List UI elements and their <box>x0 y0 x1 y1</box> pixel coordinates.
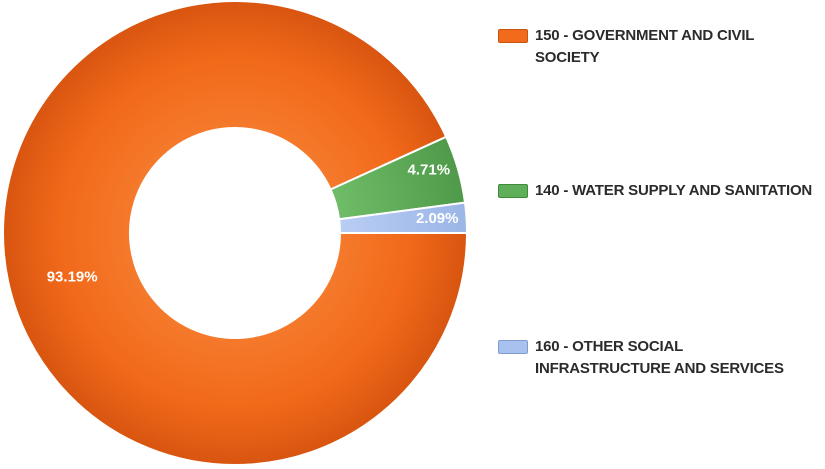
data-label-government: 93.19% <box>47 268 98 285</box>
legend-label-government: 150 - GOVERNMENT AND CIVIL SOCIETY <box>535 27 755 66</box>
legend-swatch-government <box>498 29 528 43</box>
legend-swatch-water <box>498 184 528 198</box>
legend-label-water: 140 - WATER SUPPLY AND SANITATION <box>535 182 813 199</box>
data-label-water: 4.71% <box>408 162 451 179</box>
legend-label-other-social: 160 - OTHER SOCIAL INFRASTRUCTURE AND SE… <box>535 338 784 377</box>
donut-slice-government <box>2 0 469 467</box>
legend-item-other-social: 160 - OTHER SOCIAL INFRASTRUCTURE AND SE… <box>498 336 818 396</box>
donut-chart-plot: 93.19% 4.71% 2.09% <box>2 0 469 467</box>
data-label-other-social: 2.09% <box>416 210 459 227</box>
legend-item-water: 140 - WATER SUPPLY AND SANITATION <box>498 180 818 240</box>
legend-swatch-other-social <box>498 340 528 354</box>
donut-slice-other-social <box>337 201 469 234</box>
legend-item-government: 150 - GOVERNMENT AND CIVIL SOCIETY <box>498 25 818 85</box>
